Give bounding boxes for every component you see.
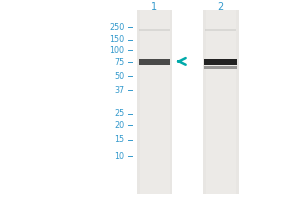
Text: 1: 1	[152, 2, 158, 12]
Text: 20: 20	[114, 120, 124, 130]
Text: 15: 15	[114, 136, 124, 144]
Bar	[202, 10, 238, 194]
Text: 150: 150	[110, 36, 124, 45]
Bar	[204, 66, 237, 69]
Text: 50: 50	[114, 72, 124, 81]
Bar	[140, 10, 169, 194]
Text: 100: 100	[110, 46, 124, 55]
Text: 37: 37	[114, 86, 124, 95]
Bar	[204, 59, 237, 65]
Bar	[139, 59, 170, 65]
Bar	[136, 10, 172, 194]
Bar	[205, 29, 236, 31]
Text: 2: 2	[218, 2, 224, 12]
Bar	[206, 10, 236, 194]
Text: 75: 75	[114, 58, 124, 67]
Text: 25: 25	[114, 110, 124, 118]
Bar	[139, 29, 170, 31]
Text: 10: 10	[115, 152, 124, 161]
Text: 250: 250	[109, 22, 124, 31]
